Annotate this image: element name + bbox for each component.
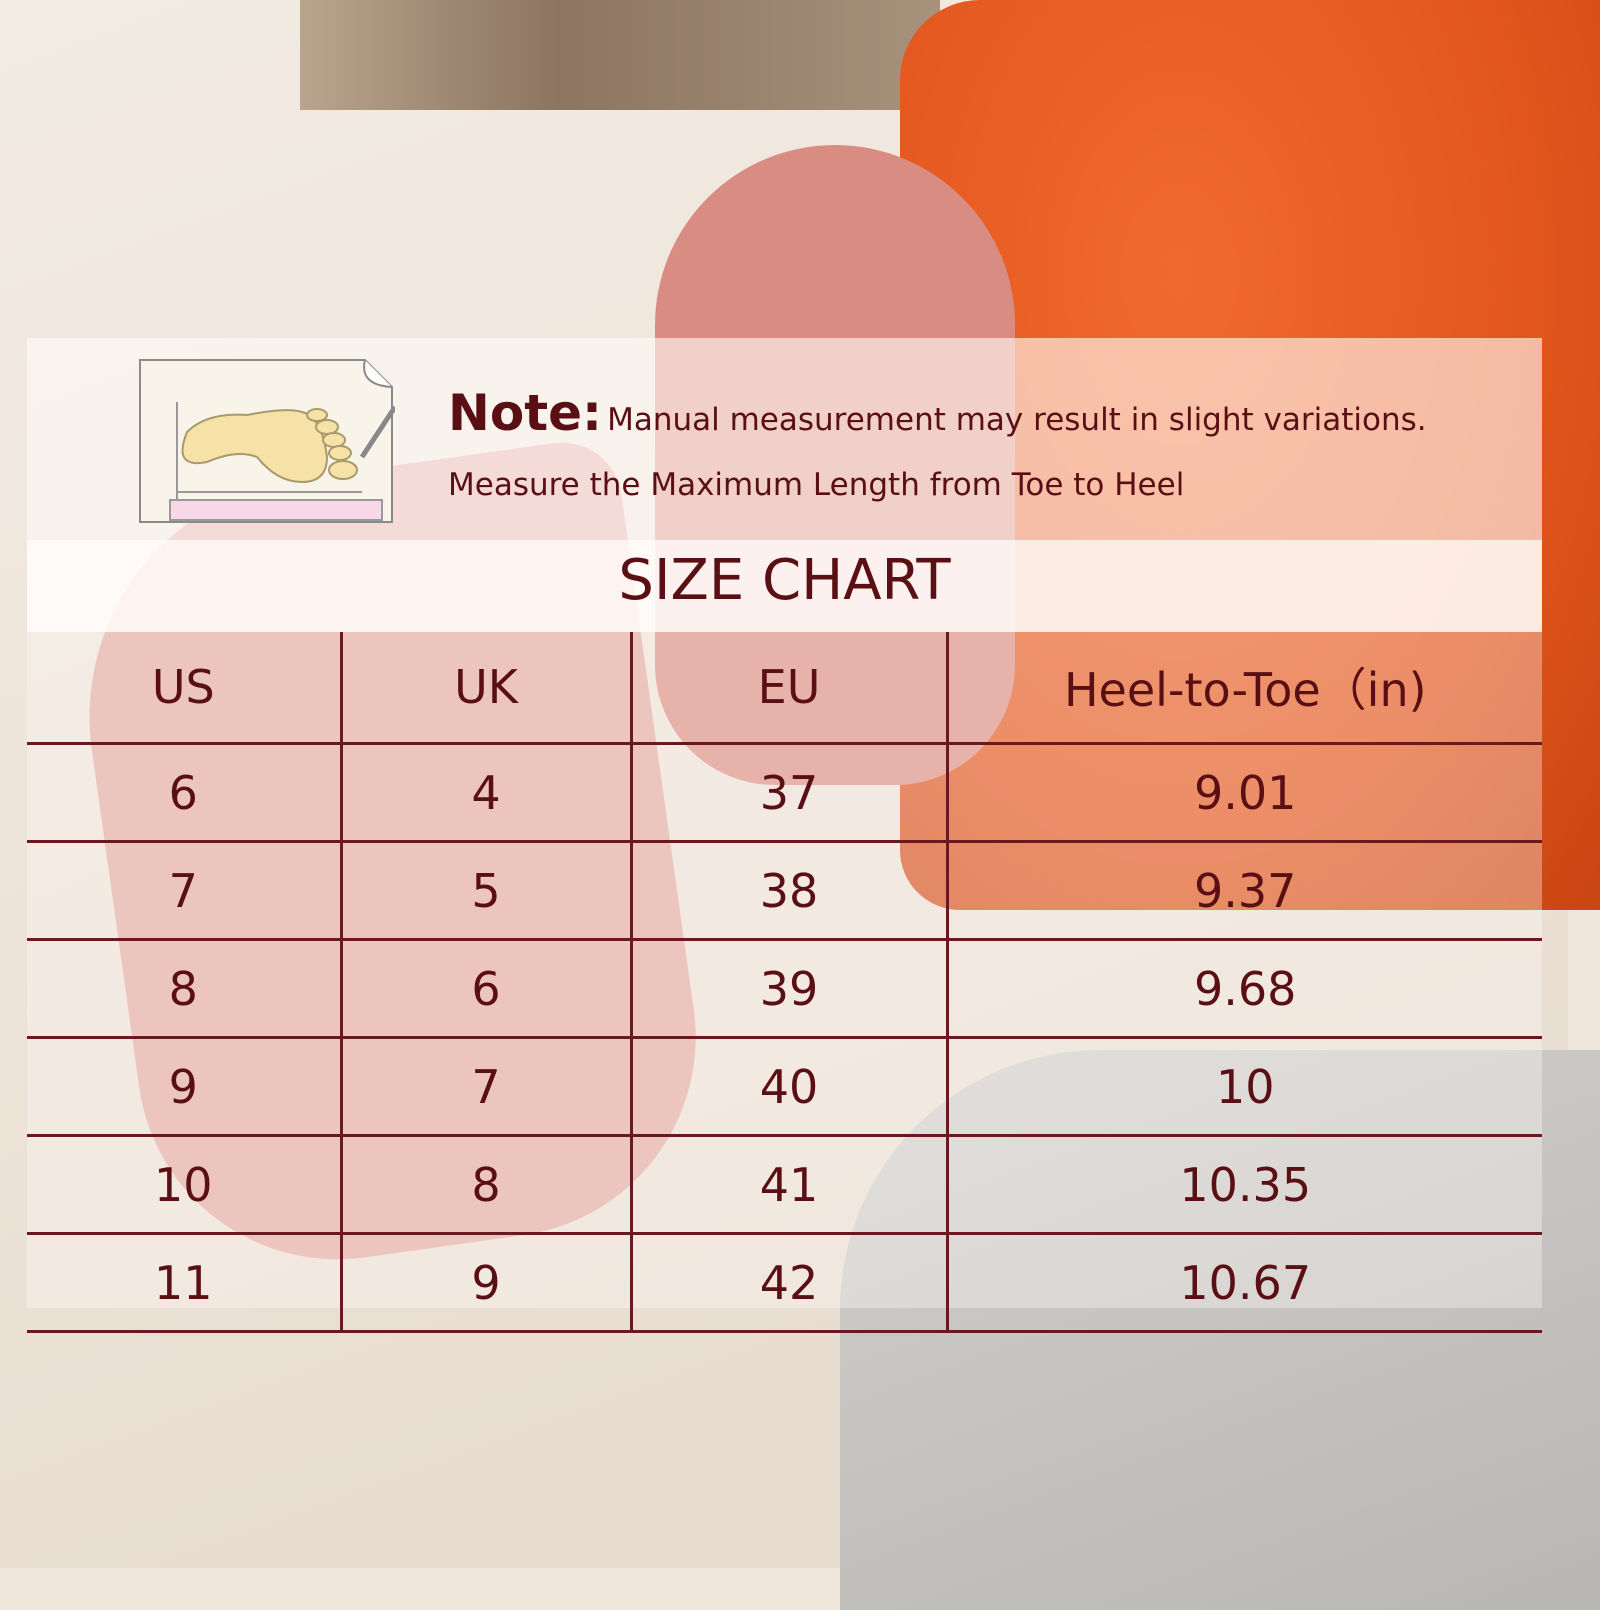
cell-eu: 39 (629, 938, 947, 1038)
note-text: Manual measurement may result in slight … (607, 402, 1427, 438)
cell-us: 10 (27, 1134, 341, 1234)
foot-measurement-icon (139, 359, 395, 523)
title-band (27, 540, 1542, 632)
note: Note: Manual measurement may result in s… (448, 384, 1427, 442)
curtain (300, 0, 940, 110)
cell-uk: 8 (339, 1134, 631, 1234)
size-chart-title: SIZE CHART (618, 548, 951, 613)
cell-heel-to-toe: 10.35 (945, 1134, 1542, 1234)
cell-eu: 38 (629, 840, 947, 940)
table-header-row: US UK EU Heel-to-Toe（in) (27, 632, 1542, 744)
cell-uk: 7 (339, 1036, 631, 1136)
cell-heel-to-toe: 9.01 (945, 742, 1542, 842)
cell-us: 6 (27, 742, 341, 842)
cell-us: 11 (27, 1232, 341, 1333)
column-header-eu: EU (629, 632, 947, 744)
measure-instruction: Measure the Maximum Length from Toe to H… (448, 467, 1185, 503)
cell-uk: 4 (339, 742, 631, 842)
cell-eu: 41 (629, 1134, 947, 1234)
cell-uk: 9 (339, 1232, 631, 1333)
cell-eu: 37 (629, 742, 947, 842)
column-header-heel-to-toe: Heel-to-Toe（in) (945, 632, 1542, 744)
cell-uk: 6 (339, 938, 631, 1038)
cell-uk: 5 (339, 840, 631, 940)
cell-eu: 42 (629, 1232, 947, 1333)
column-header-uk: UK (339, 632, 631, 744)
table-row: 8 6 39 9.68 (27, 938, 1542, 1038)
size-table: US UK EU Heel-to-Toe（in) 6 4 37 9.01 7 5 38 9.3… (27, 632, 1542, 1333)
cell-heel-to-toe: 9.68 (945, 938, 1542, 1038)
table-row: 7 5 38 9.37 (27, 840, 1542, 940)
cell-heel-to-toe: 10 (945, 1036, 1542, 1136)
cell-heel-to-toe: 9.37 (945, 840, 1542, 940)
cell-us: 8 (27, 938, 341, 1038)
cell-us: 9 (27, 1036, 341, 1136)
cell-eu: 40 (629, 1036, 947, 1136)
cell-heel-to-toe: 10.67 (945, 1232, 1542, 1333)
table-row: 11 9 42 10.67 (27, 1232, 1542, 1333)
column-header-us: US (151, 660, 215, 714)
table-row: 6 4 37 9.01 (27, 742, 1542, 842)
table-row: 9 7 40 10 (27, 1036, 1542, 1136)
cell-us: 7 (27, 840, 341, 940)
table-row: 10 8 41 10.35 (27, 1134, 1542, 1234)
note-label: Note: (448, 384, 603, 442)
